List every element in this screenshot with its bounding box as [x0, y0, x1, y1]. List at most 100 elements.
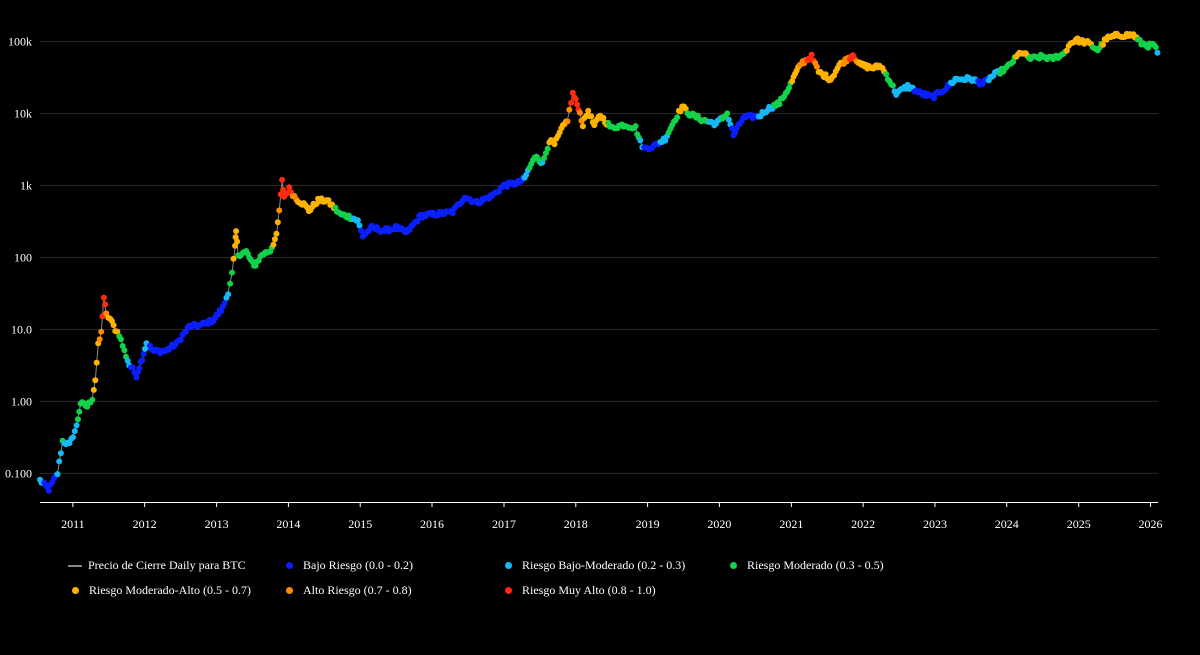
risk-point	[566, 106, 573, 113]
x-tick-label: 2016	[420, 517, 444, 531]
legend-label: Alto Riesgo (0.7 - 0.8)	[303, 583, 412, 597]
risk-point	[279, 176, 286, 183]
legend-item-price[interactable]: Precio de Cierre Daily para BTC	[68, 558, 246, 573]
risk-point	[585, 107, 592, 114]
legend-item-bajo[interactable]: Bajo Riesgo (0.0 - 0.2)	[282, 558, 413, 573]
legend-label: Bajo Riesgo (0.0 - 0.2)	[303, 558, 413, 572]
risk-point	[579, 123, 586, 130]
risk-point	[234, 238, 241, 245]
risk-point	[883, 71, 890, 78]
risk-point	[632, 123, 639, 130]
risk-point	[280, 186, 287, 193]
risk-point	[270, 241, 277, 248]
y-tick-label: 10.0	[11, 322, 32, 336]
x-tick-label: 2022	[851, 517, 875, 531]
risk-point	[45, 487, 52, 494]
x-tick-label: 2025	[1067, 517, 1091, 531]
y-tick-label: 1k	[20, 179, 32, 193]
risk-point	[118, 336, 124, 343]
risk-point	[325, 197, 332, 204]
x-tick-label: 2011	[61, 517, 85, 531]
price-line	[39, 34, 1158, 491]
legend-item-muy-alto[interactable]: Riesgo Muy Alto (0.8 - 1.0)	[501, 583, 656, 598]
x-tick-label: 2013	[205, 517, 229, 531]
legend-dot-swatch	[505, 562, 512, 569]
risk-point	[1152, 44, 1159, 51]
risk-point	[600, 114, 607, 121]
risk-point	[1100, 41, 1106, 48]
risk-point	[541, 155, 548, 162]
risk-point	[1154, 49, 1161, 56]
legend-dot-swatch	[730, 562, 737, 569]
risk-point	[414, 218, 421, 225]
risk-point	[588, 113, 595, 120]
risk-point	[140, 351, 147, 357]
risk-point	[1063, 47, 1070, 54]
risk-point	[776, 101, 783, 108]
risk-point	[732, 129, 739, 136]
risk-point	[100, 294, 107, 301]
risk-point	[889, 82, 896, 89]
x-tick-label: 2015	[348, 517, 372, 531]
risk-point	[221, 300, 228, 306]
risk-point	[572, 96, 579, 102]
x-tick-label: 2023	[923, 517, 947, 531]
x-tick-label: 2018	[564, 517, 588, 531]
risk-point	[786, 85, 792, 91]
legend-dot-swatch	[72, 587, 79, 594]
x-tick-label: 2026	[1139, 517, 1163, 531]
risk-point	[114, 328, 121, 335]
risk-point	[449, 210, 456, 217]
risk-point	[71, 428, 78, 435]
legend-label: Riesgo Muy Alto (0.8 - 1.0)	[522, 583, 656, 597]
risk-point	[568, 99, 575, 106]
risk-point	[89, 396, 96, 403]
risk-point	[551, 141, 558, 148]
legend-label: Precio de Cierre Daily para BTC	[88, 558, 246, 572]
risk-point	[93, 359, 100, 366]
risk-point	[233, 228, 240, 235]
risk-point	[813, 63, 820, 70]
risk-point	[70, 434, 76, 441]
risk-point	[54, 471, 61, 478]
legend-item-moderado[interactable]: Riesgo Moderado (0.3 - 0.5)	[726, 558, 884, 573]
risk-point	[121, 347, 128, 354]
risk-point	[564, 118, 571, 125]
risk-point	[725, 116, 732, 123]
risk-point	[286, 184, 293, 191]
x-tick-label: 2021	[779, 517, 803, 531]
risk-point	[662, 137, 669, 144]
risk-point	[102, 301, 109, 308]
risk-point	[76, 408, 83, 415]
legend-item-bajo-moderado[interactable]: Riesgo Bajo-Moderado (0.2 - 0.3)	[501, 558, 685, 573]
x-tick-label: 2019	[636, 517, 660, 531]
risk-point	[225, 291, 232, 298]
x-tick-label: 2024	[995, 517, 1019, 531]
legend-dot-swatch	[286, 562, 293, 569]
risk-point	[674, 114, 681, 121]
x-tick-label: 2014	[276, 517, 300, 531]
legend-label: Riesgo Moderado (0.3 - 0.5)	[747, 558, 884, 572]
risk-point	[1010, 58, 1017, 65]
legend-item-moderado-alto[interactable]: Riesgo Moderado-Alto (0.5 - 0.7)	[68, 583, 251, 598]
risk-point	[354, 217, 361, 224]
risk-point	[56, 458, 63, 465]
risk-point	[229, 269, 235, 276]
risk-point	[227, 280, 234, 287]
risk-point	[356, 222, 363, 229]
risk-point	[230, 255, 237, 262]
risk-point	[274, 219, 281, 226]
legend-label: Riesgo Bajo-Moderado (0.2 - 0.3)	[522, 558, 686, 572]
risk-point	[73, 422, 80, 429]
risk-point	[133, 374, 140, 381]
legend-line-swatch	[68, 564, 82, 567]
risk-point	[57, 450, 64, 457]
risk-point	[724, 110, 731, 117]
risk-point	[177, 337, 184, 344]
x-tick-label: 2017	[492, 517, 516, 531]
risk-point	[139, 357, 146, 364]
risk-point	[136, 365, 143, 372]
y-tick-label: 100k	[8, 35, 32, 49]
legend-item-alto[interactable]: Alto Riesgo (0.7 - 0.8)	[282, 583, 412, 598]
risk-point	[931, 95, 938, 102]
